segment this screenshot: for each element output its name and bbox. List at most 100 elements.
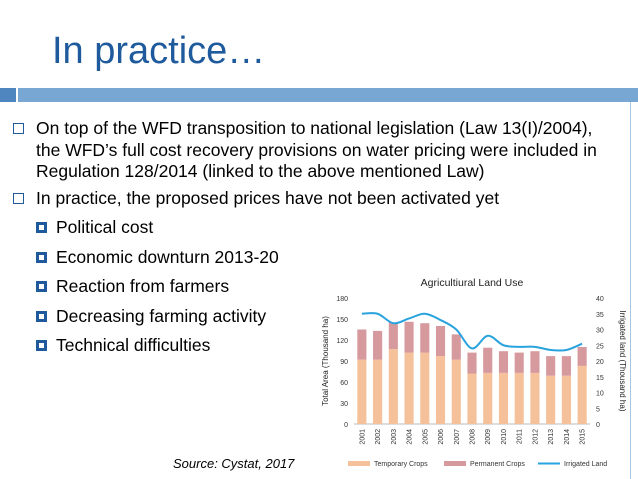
y-tick-label: 60 xyxy=(340,380,348,387)
bar-temporary-crops xyxy=(467,373,477,424)
sub-bullet-text: Technical difficulties xyxy=(56,335,211,355)
filled-square-bullet-icon xyxy=(36,251,47,263)
header-rule-accent xyxy=(0,88,16,102)
bar-permanent-crops xyxy=(373,330,383,360)
filled-square-bullet-icon xyxy=(36,340,47,351)
sub-bullet-text: Political cost xyxy=(56,217,154,237)
sub-bullet-text: Decreasing farming activity xyxy=(56,305,267,326)
header-rule-separator xyxy=(16,88,18,102)
x-tick-label: 2007 xyxy=(454,429,461,445)
x-tick-label: 2003 xyxy=(391,429,398,445)
legend-swatch-temporary xyxy=(348,461,370,466)
bar-permanent-crops xyxy=(577,347,587,366)
sub-bullet-text: Reaction from farmers xyxy=(56,276,230,296)
x-tick-label: 2013 xyxy=(548,429,555,445)
bar-permanent-crops xyxy=(435,326,446,357)
x-tick-label: 2004 xyxy=(407,429,414,445)
sub-bullet-item: Political cost xyxy=(10,217,610,239)
bar-temporary-crops xyxy=(357,359,367,424)
y-tick-label: 180 xyxy=(336,296,348,303)
y2-tick-label: 15 xyxy=(596,375,604,382)
y2-tick-label: 20 xyxy=(596,359,604,366)
x-tick-label: 2005 xyxy=(422,429,429,445)
y2-tick-label: 5 xyxy=(596,406,600,413)
sub-bullet-text: Economic downturn 2013-20 xyxy=(56,246,279,267)
bar-temporary-crops xyxy=(514,372,524,424)
x-tick-label: 2001 xyxy=(359,429,366,445)
line-irrigated-land xyxy=(361,312,583,352)
x-tick-label: 2009 xyxy=(485,429,492,445)
bar-temporary-crops xyxy=(420,352,430,424)
bar-permanent-crops xyxy=(483,347,493,373)
bar-temporary-crops xyxy=(373,359,383,424)
y-tick-label: 150 xyxy=(336,317,348,324)
bar-temporary-crops xyxy=(498,372,509,424)
y2-tick-label: 40 xyxy=(596,296,604,303)
filled-square-bullet-icon xyxy=(36,222,47,233)
bar-temporary-crops xyxy=(546,375,556,424)
bar-permanent-crops xyxy=(530,351,540,373)
legend-label: Permanent Crops xyxy=(470,461,525,468)
land-use-chart: Agricultiural Land Use 0 30 60 90 120 150 180 0 5… xyxy=(306,262,630,479)
x-tick-label: 2006 xyxy=(438,429,445,445)
y2-tick-label: 35 xyxy=(596,312,604,319)
bullet-item: On top of the WFD transposition to natio… xyxy=(10,118,610,183)
bar-temporary-crops xyxy=(451,359,461,424)
x-tick-label: 2012 xyxy=(532,429,539,445)
chart-title: Agricultiural Land Use xyxy=(421,277,524,289)
bar-permanent-crops xyxy=(420,323,430,353)
y-tick-label: 90 xyxy=(340,359,348,366)
right-border-line xyxy=(630,102,631,479)
bar-temporary-crops xyxy=(483,372,493,424)
bar-temporary-crops xyxy=(577,365,587,424)
x-tick-label: 2011 xyxy=(517,429,524,444)
bullet-text: In practice, the proposed prices have no… xyxy=(36,187,500,208)
y2-tick-label: 25 xyxy=(596,343,604,350)
y-tick-label: 0 xyxy=(344,422,348,429)
y-tick-label: 30 xyxy=(340,401,348,408)
bar-temporary-crops xyxy=(388,349,398,424)
sub-bullet-item: Decreasing farming activity xyxy=(10,306,610,328)
bar-temporary-crops xyxy=(530,372,540,424)
y2-tick-label: 10 xyxy=(596,391,604,398)
y2-axis-label: Irrigated land (Thousand ha) xyxy=(618,311,627,412)
bar-permanent-crops xyxy=(561,356,571,376)
y-tick-label: 120 xyxy=(336,338,348,345)
hollow-square-bullet-icon xyxy=(13,192,24,204)
x-tick-label: 2002 xyxy=(375,429,382,445)
x-tick-label: 2014 xyxy=(564,429,571,445)
bar-permanent-crops xyxy=(498,351,509,373)
legend-label: Irrigated Land xyxy=(564,461,607,468)
header-rule xyxy=(0,88,638,102)
bar-temporary-crops xyxy=(561,375,571,424)
hollow-square-bullet-icon xyxy=(13,123,24,134)
sub-bullet-item: Reaction from farmers xyxy=(10,276,610,298)
bullet-list: On top of the WFD transposition to natio… xyxy=(10,118,610,365)
bar-permanent-crops xyxy=(467,352,477,374)
bar-permanent-crops xyxy=(451,334,461,360)
bar-permanent-crops xyxy=(546,356,556,376)
y-axis-label: Total Area (Thousand ha) xyxy=(321,316,330,406)
bullet-item: In practice, the proposed prices have no… xyxy=(10,188,610,210)
bar-temporary-crops xyxy=(404,352,414,424)
legend-swatch-permanent xyxy=(444,461,466,466)
x-tick-label: 2015 xyxy=(580,429,587,445)
y2-tick-label: 0 xyxy=(596,422,600,429)
bar-permanent-crops xyxy=(357,329,367,360)
bar-permanent-crops xyxy=(514,352,524,373)
chart-svg: Agricultiural Land Use 0 30 60 90 120 150 180 0 5… xyxy=(321,277,627,468)
source-caption: Source: Cystat, 2017 xyxy=(173,456,295,471)
bar-temporary-crops xyxy=(435,356,446,424)
bar-permanent-crops xyxy=(404,321,414,353)
bullet-text: On top of the WFD transposition to natio… xyxy=(36,118,597,181)
x-tick-label: 2008 xyxy=(470,429,477,445)
y2-tick-label: 30 xyxy=(596,328,604,335)
slide-title: In practice… xyxy=(52,30,266,72)
bar-permanent-crops xyxy=(388,322,398,350)
sub-bullet-item: Economic downturn 2013-20 xyxy=(10,247,610,269)
sub-bullet-item: Technical difficulties xyxy=(10,335,610,357)
filled-square-bullet-icon xyxy=(36,310,47,322)
filled-square-bullet-icon xyxy=(36,281,47,292)
x-tick-label: 2010 xyxy=(501,429,508,445)
legend-label: Temporary Crops xyxy=(374,461,428,468)
